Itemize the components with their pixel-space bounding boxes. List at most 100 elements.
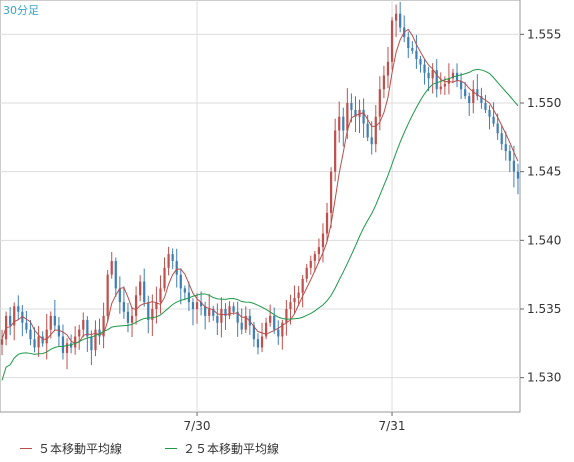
candle-body (195, 302, 199, 309)
candle-body (220, 309, 223, 323)
candle-body (86, 319, 89, 337)
candle-body (208, 309, 211, 316)
candle-body (435, 70, 438, 90)
candle-body (45, 329, 48, 344)
candle-body (415, 50, 418, 60)
candle-body (269, 315, 272, 323)
candle-body (167, 254, 170, 268)
candle-body (309, 260, 312, 268)
candle-body (256, 339, 260, 348)
candle-body (236, 311, 239, 323)
candle-body (0, 339, 4, 345)
y-tick-label: 1.555 (527, 27, 561, 41)
candle-body (342, 116, 345, 131)
candle-body (423, 64, 426, 73)
candle-body (297, 292, 300, 299)
candle-body (82, 319, 85, 330)
candle-body (289, 302, 292, 309)
candle-body (134, 295, 138, 316)
candle-body (118, 288, 121, 303)
candle-body (94, 329, 97, 351)
candle-body (484, 103, 487, 110)
candle-body (110, 260, 113, 275)
candle-body (455, 72, 459, 82)
candle-body (366, 123, 369, 138)
candle-body (451, 72, 455, 79)
candle-body (102, 315, 105, 337)
candle-body (472, 89, 475, 103)
candle-body (443, 83, 446, 87)
candle-body (504, 144, 507, 152)
y-tick-label: 1.550 (527, 96, 561, 110)
candle-body (407, 37, 410, 49)
candle-body (273, 315, 276, 330)
candle-body (61, 336, 65, 353)
candle-body (130, 315, 134, 323)
candle-body (459, 81, 463, 90)
candle-body (216, 315, 219, 323)
candle-body (199, 302, 203, 307)
candle-body (98, 329, 101, 337)
candle-body (232, 306, 235, 312)
candle-body (264, 322, 268, 337)
y-tick-label: 1.530 (527, 371, 561, 385)
candle-body (155, 302, 158, 309)
candle-body (106, 274, 109, 316)
candle-body (390, 20, 394, 62)
candle-body (399, 13, 402, 28)
plot-area (0, 0, 521, 413)
candle-body (187, 292, 191, 303)
candle-body (244, 315, 247, 330)
candle-body (212, 309, 215, 316)
candle-body (151, 309, 154, 320)
candle-body (358, 109, 361, 117)
candle-body (321, 233, 325, 248)
candle-body (431, 70, 434, 79)
candle-body (496, 123, 499, 134)
candle-body (29, 329, 32, 340)
candle-body (57, 325, 61, 337)
x-tick-label: 7/30 (184, 419, 211, 433)
candle-body (175, 260, 178, 275)
candle-body (13, 306, 16, 326)
candle-body (204, 306, 207, 316)
candle-body (362, 109, 365, 124)
candle-body (228, 306, 231, 316)
candle-body (439, 86, 442, 90)
candle-body (334, 130, 337, 172)
candle-body (476, 89, 479, 97)
x-tick-label: 7/31 (379, 419, 406, 433)
candle-body (293, 298, 296, 303)
candle-body (285, 309, 288, 323)
y-axis: 1.555 1.550 1.545 1.540 1.535 1.530 (520, 27, 561, 385)
candle-body (386, 61, 390, 76)
candle-body (21, 311, 24, 323)
legend-swatch-ma25 (165, 448, 177, 449)
candle-body (419, 59, 422, 65)
candle-body (317, 247, 321, 255)
candle-body (480, 96, 483, 103)
candle-body (53, 315, 56, 326)
x-axis: 7/30 7/31 (184, 412, 406, 433)
candle-body (122, 302, 126, 312)
candle-body (17, 306, 20, 312)
y-tick-label: 1.545 (527, 165, 561, 179)
candle-body (139, 281, 142, 296)
candle-body (191, 302, 195, 309)
candle-body (447, 78, 451, 84)
candle-body (37, 336, 40, 348)
candle-body (163, 267, 166, 289)
legend-label-ma5: ５本移動平均線 (38, 442, 123, 456)
moving-averages (1, 28, 519, 381)
candle-body (41, 336, 44, 344)
candle-body (378, 89, 381, 117)
candle-body (65, 343, 69, 353)
candle-body (382, 75, 386, 90)
candle-body (277, 329, 280, 337)
candle-body (338, 116, 341, 131)
candle-body (126, 311, 130, 323)
candle-body (500, 133, 503, 145)
candle-body (468, 96, 471, 103)
candle-body (512, 160, 516, 172)
candle-body (183, 288, 186, 293)
